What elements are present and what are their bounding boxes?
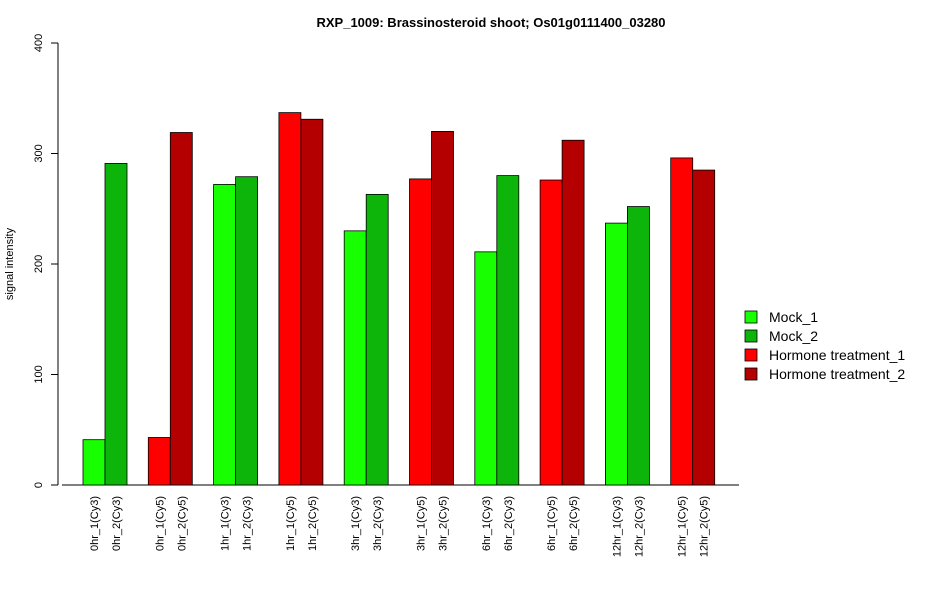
x-tick-label: 1hr_2(Cy5) — [307, 496, 319, 551]
x-tick-label: 6hr_2(Cy3) — [503, 496, 515, 551]
legend-swatch — [744, 348, 758, 362]
bar — [278, 112, 302, 486]
x-tick-label: 0hr_1(Cy3) — [89, 496, 101, 551]
bar — [82, 439, 106, 486]
chart-title: RXP_1009: Brassinosteroid shoot; Os01g01… — [316, 15, 665, 30]
bar — [496, 175, 520, 486]
legend-swatch — [744, 329, 758, 343]
bar — [539, 179, 563, 486]
x-tick-label: 1hr_2(Cy3) — [242, 496, 254, 551]
x-tick-label: 3hr_2(Cy3) — [372, 496, 384, 551]
bar — [213, 184, 237, 486]
legend-swatch — [744, 367, 758, 381]
bar — [343, 230, 367, 486]
x-tick-label: 1hr_1(Cy3) — [220, 496, 232, 551]
bar — [670, 157, 694, 486]
x-tick-label: 12hr_1(Cy3) — [611, 496, 623, 557]
bar — [561, 139, 585, 486]
plot-area: 0 100 200 300 400 0hr_1(Cy3) 0hr_2(Cy3) 0hr_1(C… — [33, 34, 739, 557]
bar — [474, 251, 498, 486]
bar — [147, 437, 171, 486]
legend-label: Mock_1 — [769, 309, 818, 325]
bar — [627, 206, 650, 486]
x-tick-label: 6hr_1(Cy3) — [481, 496, 493, 551]
y-tick-label: 400 — [33, 34, 45, 52]
legend-label: Mock_2 — [769, 328, 818, 344]
x-tick-label: 3hr_1(Cy3) — [350, 496, 362, 551]
legend: Mock_1 Mock_2 Hormone treatment_1 Hormone t… — [744, 309, 905, 382]
legend-label: Hormone treatment_1 — [769, 347, 905, 363]
bar — [605, 222, 628, 486]
bar — [169, 132, 193, 486]
bar — [300, 118, 324, 486]
x-tick-label: 1hr_1(Cy5) — [285, 496, 297, 551]
y-axis-label: signal intensity — [4, 227, 16, 300]
x-tick-label: 0hr_2(Cy3) — [111, 496, 123, 551]
x-tick-label: 6hr_1(Cy5) — [546, 496, 558, 551]
x-tick-label: 0hr_1(Cy5) — [154, 496, 166, 551]
y-tick-label: 200 — [33, 255, 45, 273]
legend-label: Hormone treatment_2 — [769, 366, 905, 382]
bar — [692, 169, 716, 486]
y-tick-label: 300 — [33, 144, 45, 162]
bar — [235, 176, 259, 486]
x-tick-label: 12hr_1(Cy5) — [677, 496, 689, 557]
y-tick-label: 100 — [33, 365, 45, 383]
x-tick-label: 3hr_2(Cy5) — [438, 496, 450, 551]
x-tick-label: 3hr_1(Cy5) — [416, 496, 428, 551]
x-tick-label: 12hr_2(Cy3) — [633, 496, 645, 557]
x-tick-label: 12hr_2(Cy5) — [699, 496, 711, 557]
bar — [409, 178, 432, 486]
legend-swatch — [744, 310, 758, 324]
x-tick-label: 0hr_2(Cy5) — [176, 496, 188, 551]
bar — [431, 130, 454, 486]
y-tick-label: 0 — [33, 482, 45, 488]
bar — [365, 193, 389, 486]
x-tick-label: 6hr_2(Cy5) — [568, 496, 580, 551]
bar — [104, 163, 128, 486]
